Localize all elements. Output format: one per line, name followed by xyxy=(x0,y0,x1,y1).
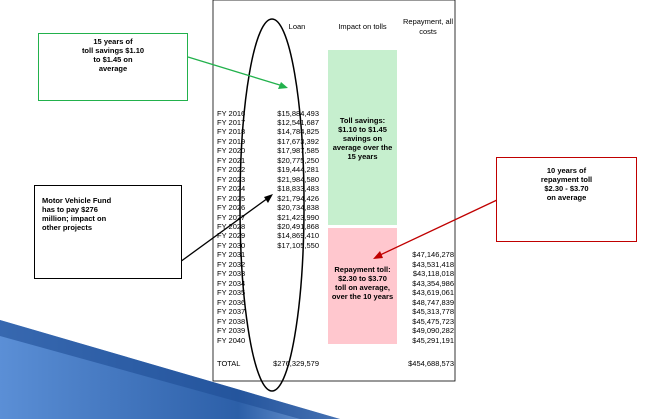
callout-line: toll savings $1.10 xyxy=(81,46,145,55)
row-label: FY 2017 xyxy=(217,117,246,127)
row-label: FY 2039 xyxy=(217,326,246,336)
loan-cell: $21,984,580 xyxy=(277,174,319,184)
row-label: FY 2020 xyxy=(217,146,246,156)
red-arrowhead xyxy=(373,251,383,259)
savings-note: Toll savings: $1.10 to $1.45 savings on ave… xyxy=(328,116,397,161)
callout-line: on average xyxy=(546,193,587,202)
loan-cell: $20,491,868 xyxy=(277,222,319,232)
savings-note-line: Toll savings: xyxy=(339,116,386,125)
row-label: FY 2026 xyxy=(217,203,246,213)
header-loan: Loan xyxy=(288,22,306,31)
repayment-cell: $43,531,418 xyxy=(412,259,454,269)
repayment-note: Repayment toll: $2.30 to $3.70 toll on ave… xyxy=(326,265,399,301)
row-label: FY 2022 xyxy=(217,165,246,175)
row-label: FY 2032 xyxy=(217,259,246,269)
row-label: FY 2021 xyxy=(217,155,246,165)
repayment-cell: $45,475,723 xyxy=(412,316,454,326)
row-label: FY 2037 xyxy=(217,307,246,317)
green-arrowhead xyxy=(278,82,288,89)
callout-line: other projects xyxy=(42,223,93,232)
repayment-cell: $43,354,986 xyxy=(412,278,454,288)
row-label: FY 2034 xyxy=(217,278,246,288)
savings-note-line: average over the xyxy=(332,143,393,152)
repayment-note-line: toll on average, xyxy=(334,283,391,292)
row-label: FY 2033 xyxy=(217,269,246,279)
repayment-cell: $45,313,778 xyxy=(412,307,454,317)
total-repayment: $454,688,573 xyxy=(408,359,454,368)
loan-cell: $20,775,250 xyxy=(277,155,319,165)
callout-line: average xyxy=(98,64,128,73)
repayment-cell: $43,118,018 xyxy=(412,269,454,279)
repayment-note-line: $2.30 to $3.70 xyxy=(338,274,387,283)
loan-cell: $17,987,585 xyxy=(277,146,319,156)
loan-cell: $21,423,990 xyxy=(277,212,319,222)
callout-line: repayment toll xyxy=(540,175,593,184)
repayment-cell: $47,146,278 xyxy=(412,250,454,260)
callout-line: $2.30 - $3.70 xyxy=(544,184,589,193)
row-label: FY 2031 xyxy=(217,250,246,260)
callout-line: to $1.45 on xyxy=(93,55,133,64)
row-label: FY 2024 xyxy=(217,184,246,194)
loan-cell: $19,444,281 xyxy=(277,165,319,175)
loan-cell: $14,869,410 xyxy=(277,231,319,241)
callout-line: million; impact on xyxy=(42,214,107,223)
black-arrowhead xyxy=(264,194,273,203)
loan-cell: $17,673,392 xyxy=(277,136,319,146)
row-label: FY 2038 xyxy=(217,316,246,326)
repayment-cell: $49,090,282 xyxy=(412,326,454,336)
repayment-cell: $48,747,839 xyxy=(412,297,454,307)
row-label: FY 2028 xyxy=(217,222,246,232)
row-label: FY 2036 xyxy=(217,297,246,307)
red-arrow xyxy=(377,199,498,257)
fund-callout: Motor Vehicle Fund has to pay $276 million… xyxy=(34,185,182,279)
row-label: FY 2025 xyxy=(217,193,246,203)
repayment-cell: $45,291,191 xyxy=(412,335,454,345)
row-label: FY 2023 xyxy=(217,174,246,184)
row-label: FY 2035 xyxy=(217,288,246,298)
repayment-note-line: over the 10 years xyxy=(331,292,394,301)
decor-wedge-edge xyxy=(0,320,340,419)
row-label: FY 2019 xyxy=(217,136,246,146)
header-impact: Impact on tolls xyxy=(338,22,387,31)
savings-callout: 15 years of toll savings $1.10 to $1.45 on… xyxy=(38,33,188,101)
callout-line: Motor Vehicle Fund xyxy=(42,196,112,205)
loan-cell: $12,541,687 xyxy=(277,117,319,127)
black-arrow xyxy=(179,197,269,263)
savings-note-line: 15 years xyxy=(347,152,378,161)
row-label: FY 2016 xyxy=(217,108,246,118)
total-loan: $276,329,579 xyxy=(273,359,319,368)
row-label: FY 2030 xyxy=(217,240,246,250)
row-label: FY 2029 xyxy=(217,231,246,241)
repayment-note-line: Repayment toll: xyxy=(334,265,391,274)
row-label: FY 2027 xyxy=(217,212,246,222)
callout-line: 15 years of xyxy=(93,37,133,46)
total-label: TOTAL xyxy=(217,359,241,368)
loan-cell: $14,784,825 xyxy=(277,127,319,137)
row-label: FY 2018 xyxy=(217,127,246,137)
loan-cell: $18,833,483 xyxy=(277,184,319,194)
repayment-cell: $43,619,061 xyxy=(412,288,454,298)
loan-cell: $15,884,493 xyxy=(277,108,319,118)
loan-ellipse xyxy=(239,18,305,392)
savings-band xyxy=(328,50,397,225)
repayment-callout: 10 years of repayment toll $2.30 - $3.70 on… xyxy=(496,157,637,242)
callout-line: has to pay $276 xyxy=(42,205,98,214)
loan-cell: $21,794,426 xyxy=(277,193,319,203)
callout-line: 10 years of xyxy=(546,166,587,175)
loan-cell: $17,105,550 xyxy=(277,240,319,250)
repayment-band xyxy=(328,228,397,344)
green-arrow xyxy=(187,56,284,87)
row-label: FY 2040 xyxy=(217,335,246,345)
header-repayment: Repayment, all costs xyxy=(402,17,454,36)
savings-note-line: savings on xyxy=(342,134,383,143)
loan-cell: $20,734,838 xyxy=(277,203,319,213)
savings-note-line: $1.10 to $1.45 xyxy=(338,125,387,134)
